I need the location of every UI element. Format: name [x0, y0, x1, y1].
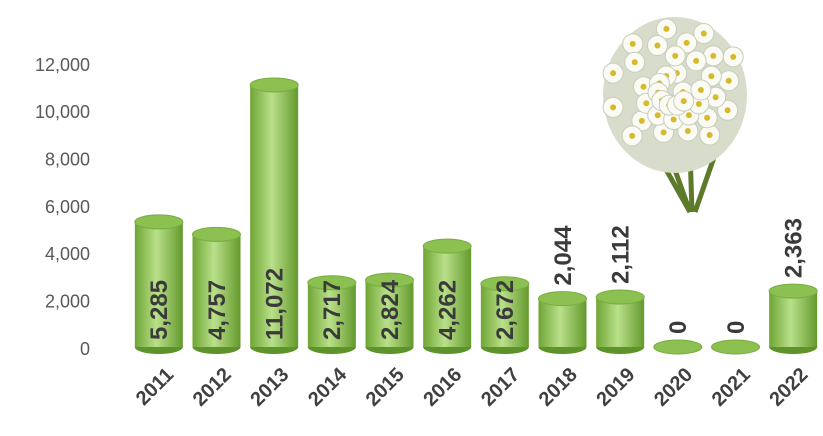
bar: [365, 280, 414, 347]
x-tick-label: 2013: [246, 364, 293, 411]
daisy-center: [700, 30, 707, 37]
bar-cap: [653, 339, 703, 355]
y-tick-label: 10,000: [35, 102, 90, 122]
value-label: 2,672: [492, 280, 519, 340]
stems: [652, 139, 723, 214]
bar-cap: [365, 272, 414, 288]
bar: [538, 298, 587, 347]
y-tick-label: 2,000: [45, 291, 90, 311]
x-tick-label: 2014: [304, 363, 352, 411]
x-tick-label: 2022: [765, 364, 812, 411]
daisy-center: [654, 112, 661, 119]
daisy-center: [680, 98, 687, 105]
bar-cap: [422, 238, 472, 254]
y-tick-label: 12,000: [35, 55, 90, 75]
daisy-center: [654, 42, 661, 49]
y-tick-label: 6,000: [45, 197, 90, 217]
value-label: 2,363: [781, 218, 808, 278]
daisy-center: [695, 100, 702, 107]
x-tick-label: 2017: [477, 364, 524, 411]
flower-illustration: [602, 17, 747, 214]
daisy-center: [670, 116, 677, 123]
bar: [596, 297, 645, 347]
daisy-center: [730, 53, 737, 60]
daisy-center: [672, 52, 679, 59]
daisy-center: [640, 83, 647, 90]
x-tick-label: 2012: [189, 364, 236, 411]
value-label: 2,824: [377, 279, 404, 340]
daisy-center: [660, 129, 667, 136]
daisy-center: [708, 73, 715, 80]
bar: [769, 291, 818, 347]
bar: [134, 221, 183, 347]
daisy-center: [663, 25, 670, 32]
daisy-center: [685, 112, 692, 119]
value-label: 0: [723, 321, 750, 334]
x-tick-label: 2019: [592, 364, 639, 411]
bar: [192, 234, 241, 347]
x-tick-label: 2011: [132, 364, 178, 410]
bar-cap: [768, 283, 818, 299]
x-tick-label: 2021: [708, 364, 755, 411]
value-label: 5,285: [146, 280, 173, 340]
y-tick-label: 0: [80, 339, 90, 359]
bar-cap: [307, 275, 357, 291]
value-label: 2,044: [550, 225, 577, 286]
bar: [480, 283, 529, 347]
value-label: 11,072: [262, 268, 289, 340]
daisy-center: [629, 40, 636, 47]
x-tick-label: 2018: [535, 364, 582, 411]
bar: [307, 282, 356, 347]
bar: [423, 246, 472, 347]
daisy-center: [710, 52, 717, 59]
value-label: 0: [665, 321, 692, 334]
daisy-center: [712, 94, 719, 101]
daisy-center: [684, 127, 691, 134]
daisy-center: [724, 107, 731, 114]
daisy-center: [631, 59, 638, 66]
daisy-center: [683, 39, 690, 46]
value-label: 2,112: [608, 225, 635, 284]
bar-cap: [538, 291, 587, 307]
bar-cap: [595, 289, 645, 305]
value-label: 2,717: [319, 280, 346, 340]
daisy-center: [704, 114, 711, 121]
daisy-center: [706, 131, 713, 138]
daisy-center: [610, 70, 617, 77]
bar-cap: [249, 77, 299, 93]
x-tick-label: 2020: [650, 364, 697, 411]
value-label: 4,757: [204, 280, 231, 340]
daisy-center: [643, 100, 650, 107]
value-label: 4,262: [435, 280, 462, 340]
y-tick-label: 8,000: [45, 149, 90, 169]
x-tick-label: 2016: [419, 364, 466, 411]
daisy-center: [629, 132, 636, 139]
y-tick-label: 4,000: [45, 244, 90, 264]
daisy-center: [697, 86, 704, 93]
bar-cap: [192, 226, 241, 242]
bar: [250, 84, 299, 347]
bar-cap: [134, 214, 184, 230]
bar-cap: [480, 276, 530, 292]
x-tick-label: 2015: [362, 364, 409, 411]
bar-cap: [711, 339, 760, 355]
daisy-center: [610, 104, 617, 111]
daisy-center: [725, 77, 732, 84]
daisy-center: [638, 117, 645, 124]
daisy-center: [693, 57, 700, 64]
